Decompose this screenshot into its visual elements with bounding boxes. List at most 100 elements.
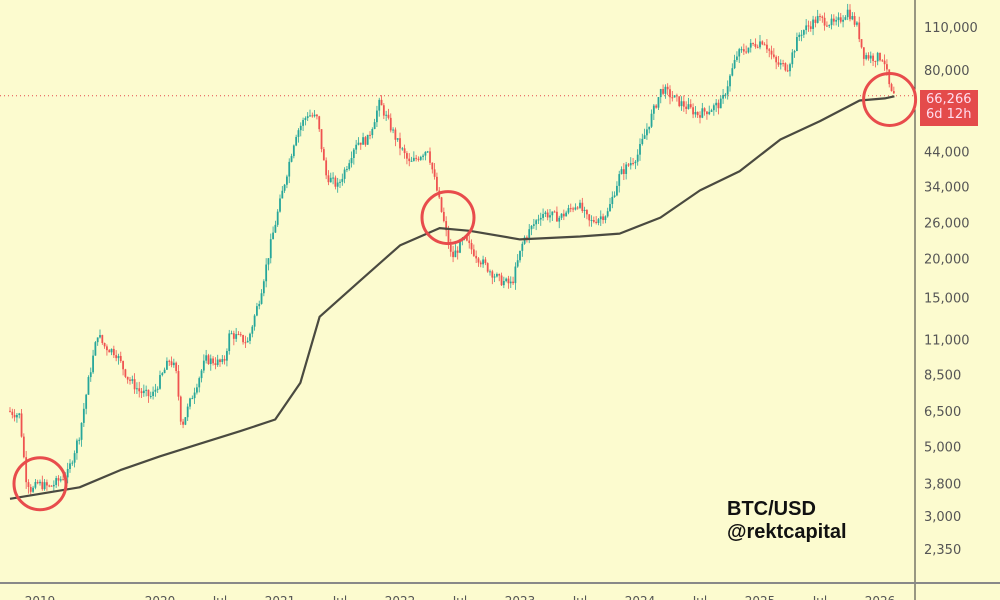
candle-down [50, 485, 53, 487]
candle-down [860, 39, 863, 48]
candle-up [52, 484, 55, 487]
x-tick-label: Jul [452, 594, 467, 600]
candle-up [537, 219, 540, 221]
candle-up [502, 281, 505, 286]
candle-down [456, 250, 459, 253]
candle-up [304, 118, 307, 120]
candle-down [572, 208, 574, 210]
candle-down [745, 51, 748, 53]
candle-up [560, 213, 563, 218]
candle-up [279, 198, 281, 212]
candle-down [772, 54, 775, 57]
candle-up [371, 129, 374, 136]
candle-down [124, 369, 127, 377]
candle-up [710, 110, 713, 112]
candle-down [849, 9, 851, 20]
candle-up [193, 392, 196, 399]
candle-up [816, 16, 819, 23]
candle-up [85, 394, 88, 409]
candle-down [403, 148, 406, 154]
candle-up [519, 250, 521, 261]
candle-up [258, 303, 261, 307]
candle-down [752, 42, 754, 44]
x-tick-label: Jul [692, 594, 707, 600]
y-tick-label: 20,000 [924, 252, 970, 267]
candle-up [145, 389, 148, 391]
candle-up [189, 398, 191, 407]
candle-up [73, 453, 76, 463]
candle-down [316, 114, 318, 117]
candle-up [348, 163, 351, 170]
candle-down [322, 149, 325, 161]
candle-up [142, 390, 145, 394]
candle-down [11, 411, 14, 415]
candle-up [535, 220, 538, 225]
candle-up [798, 34, 801, 38]
candle-up [89, 372, 92, 378]
candle-up [34, 481, 37, 488]
y-tick-label: 26,000 [924, 217, 970, 232]
moving-average-line [9, 95, 895, 500]
candle-up [281, 190, 284, 199]
y-tick-label: 80,000 [924, 64, 970, 79]
candle-down [784, 63, 787, 71]
candle-up [802, 30, 805, 35]
candle-up [292, 145, 295, 157]
y-tick-label: 110,000 [924, 21, 978, 36]
candle-up [299, 125, 302, 131]
candle-up [583, 209, 586, 212]
candle-up [516, 260, 519, 267]
candle-up [297, 130, 300, 137]
candle-down [807, 25, 810, 27]
candle-up [276, 211, 279, 225]
candle-up [740, 49, 743, 51]
candle-down [318, 116, 321, 130]
candle-down [689, 104, 692, 108]
candle-down [699, 115, 701, 118]
candle-up [191, 398, 194, 400]
candle-down [826, 25, 828, 27]
candle-down [408, 158, 411, 162]
candle-up [590, 220, 593, 222]
candle-up [260, 293, 263, 304]
candle-down [814, 19, 817, 23]
candle-up [634, 161, 637, 164]
candle-down [786, 70, 789, 72]
candle-down [237, 334, 240, 336]
candle-up [385, 114, 388, 116]
candle-down [440, 197, 443, 212]
y-tick-label: 11,000 [924, 333, 970, 348]
candle-up [549, 215, 551, 218]
candle-up [288, 161, 291, 177]
candle-up [708, 111, 711, 115]
candle-down [447, 230, 450, 245]
candle-up [856, 22, 858, 25]
candle-down [671, 97, 674, 99]
candles [9, 3, 895, 496]
candle-down [507, 278, 510, 284]
candle-up [521, 243, 524, 251]
candle-up [805, 25, 808, 31]
candle-up [505, 278, 508, 282]
candle-up [643, 135, 646, 139]
chart-watermark: BTC/USD @rektcapital [727, 498, 847, 544]
y-tick-label: 5,000 [924, 440, 961, 455]
candle-up [163, 369, 166, 374]
candle-down [62, 479, 64, 481]
candle-up [636, 154, 639, 162]
candle-down [431, 162, 434, 170]
candle-up [523, 237, 526, 244]
candle-down [662, 89, 664, 94]
candle-up [410, 160, 413, 162]
candle-down [133, 379, 136, 390]
candle-up [228, 333, 231, 352]
candle-up [828, 25, 831, 27]
candle-up [759, 41, 761, 48]
candle-down [782, 63, 784, 65]
candle-down [581, 202, 584, 212]
candle-up [55, 478, 58, 485]
candle-up [650, 113, 653, 127]
candle-up [496, 274, 498, 277]
candle-up [724, 94, 727, 96]
